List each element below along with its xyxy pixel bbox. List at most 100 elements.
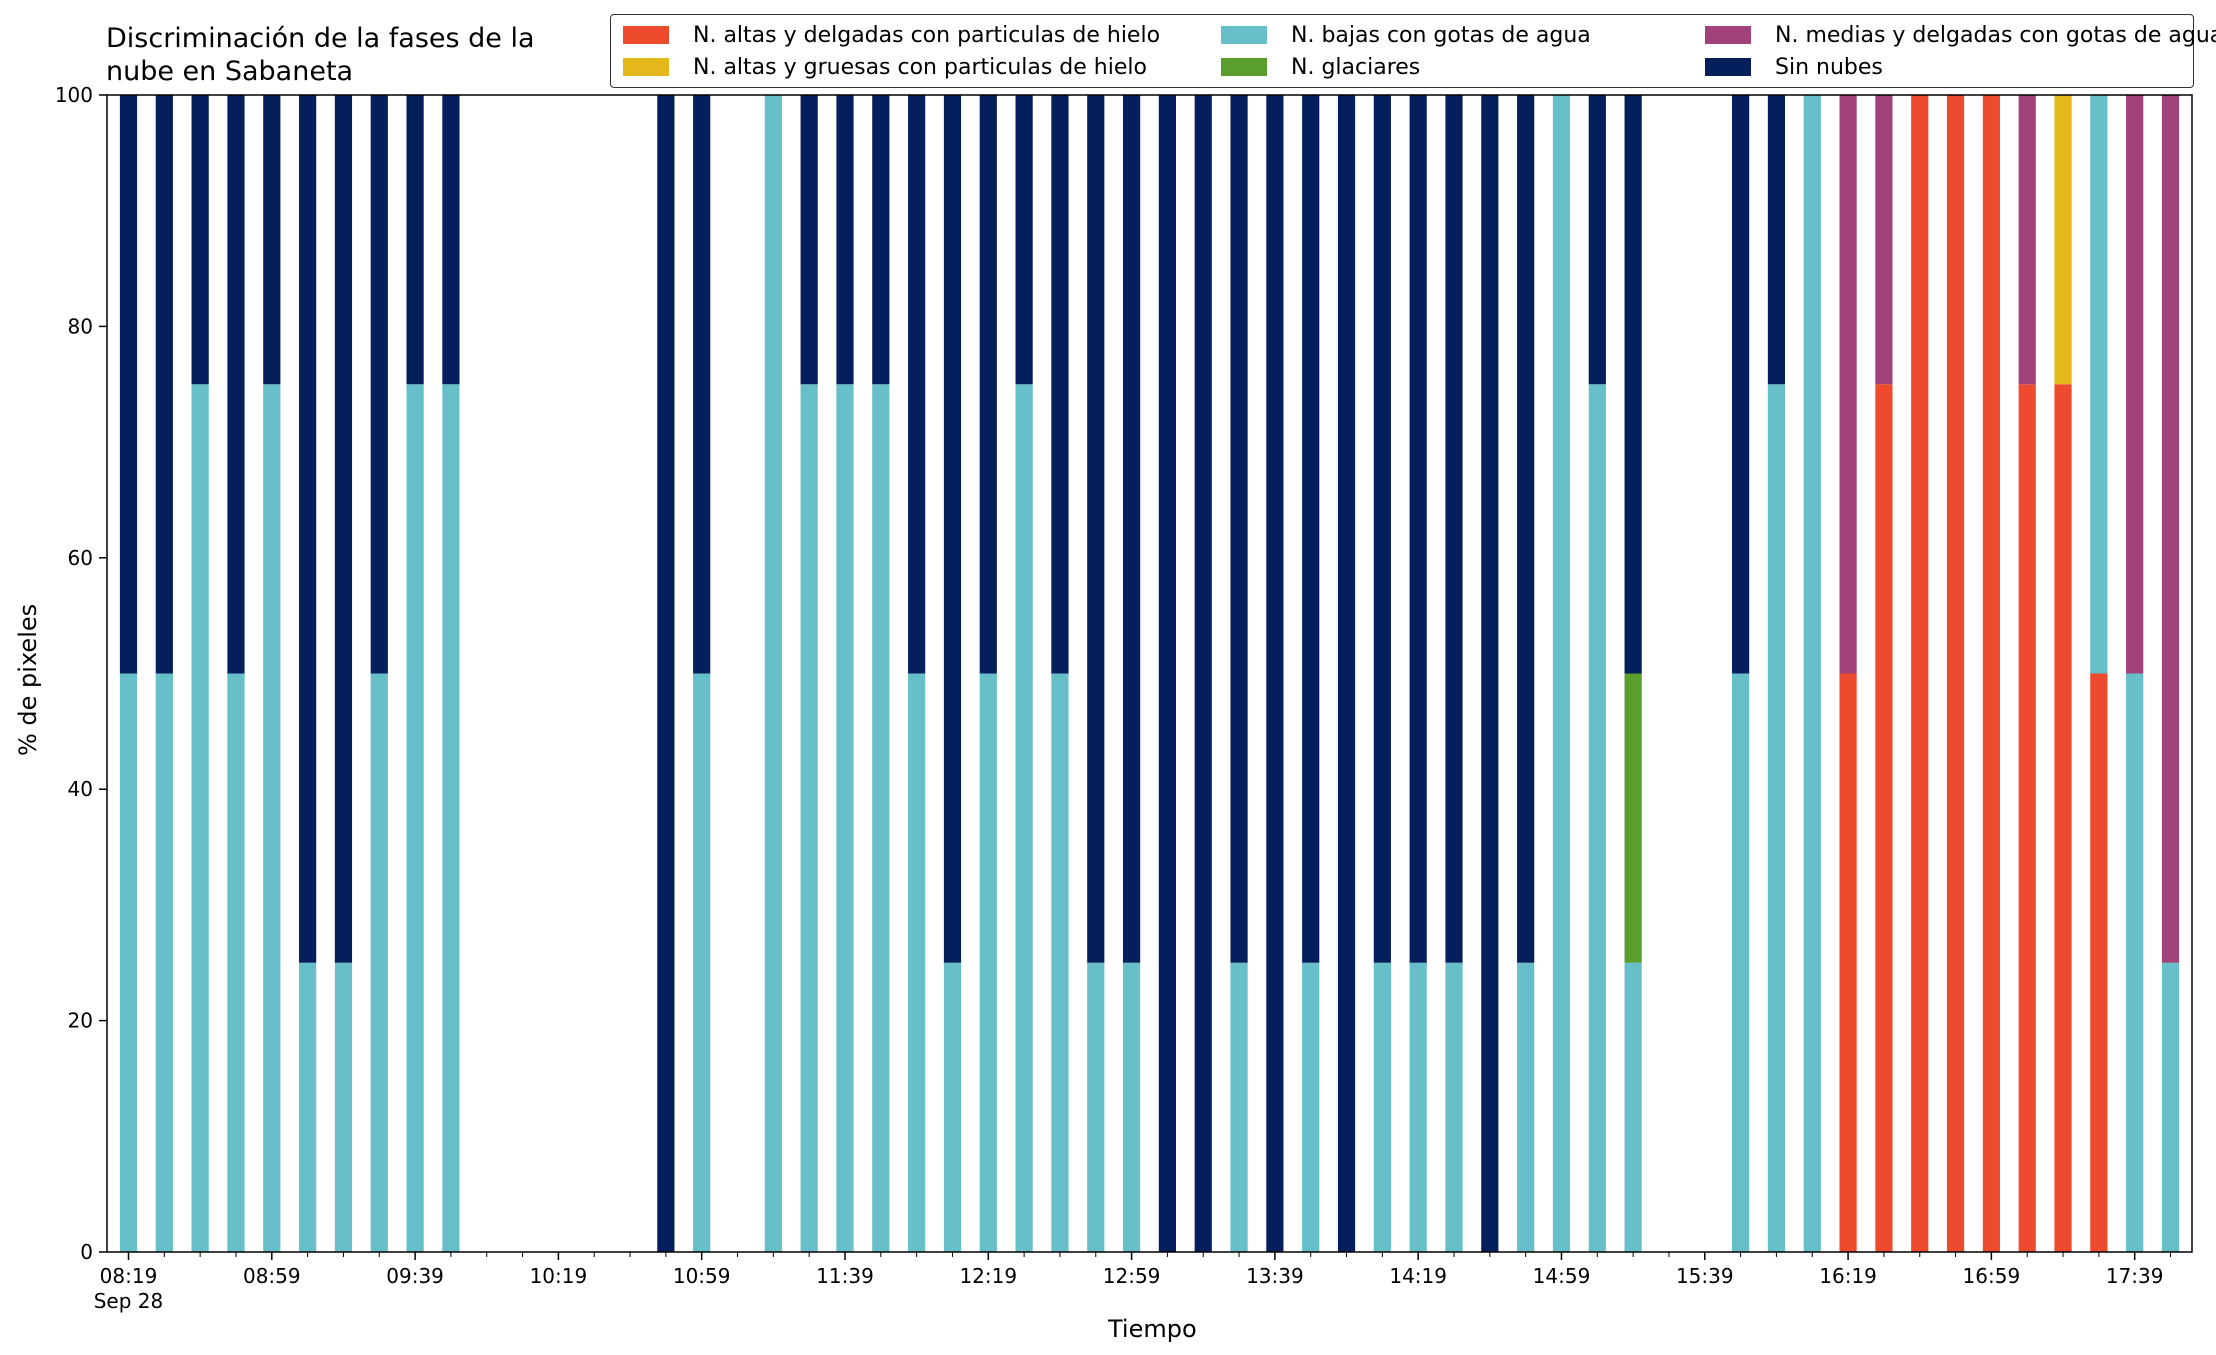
bar-segment bbox=[1767, 384, 1786, 1252]
bar-segment bbox=[800, 95, 818, 385]
bar-segment bbox=[2090, 673, 2108, 1252]
bar-segment bbox=[2054, 384, 2072, 1252]
y-axis: 0 20 40 60 80 100 bbox=[55, 83, 107, 1264]
x-tick-label: 10:59 bbox=[673, 1264, 731, 1288]
bar-segment bbox=[979, 95, 997, 674]
bar-segment bbox=[872, 95, 890, 385]
bar-segment bbox=[370, 95, 388, 674]
bar-segment bbox=[334, 962, 353, 1252]
x-tick-label: 13:39 bbox=[1246, 1264, 1304, 1288]
x-tick-label: 12:59 bbox=[1103, 1264, 1161, 1288]
bar-segment bbox=[1946, 95, 1965, 1252]
legend: N. altas y delgadas con particulas de hi… bbox=[610, 14, 2216, 88]
legend-swatch bbox=[623, 26, 669, 44]
bar-segment bbox=[227, 95, 245, 674]
x-tick-label: 16:59 bbox=[1963, 1264, 2021, 1288]
bar-segment bbox=[191, 95, 209, 385]
bar-segment bbox=[1517, 962, 1535, 1252]
legend-item-glaciares: N. glaciares bbox=[1221, 53, 1420, 81]
bar-segment bbox=[1875, 384, 1893, 1252]
chart-title-line-1: Discriminación de la fases de la bbox=[106, 23, 535, 54]
bar-segment bbox=[908, 673, 926, 1252]
bar-segment bbox=[1517, 95, 1535, 963]
x-tick-label: 16:19 bbox=[1819, 1264, 1877, 1288]
bar-segment bbox=[1015, 95, 1033, 385]
x-tick-date-label: Sep 28 bbox=[94, 1289, 164, 1313]
x-tick-label: 15:39 bbox=[1676, 1264, 1734, 1288]
bar-segment bbox=[2161, 95, 2180, 963]
bar-segment bbox=[1767, 95, 1786, 385]
bar-segment bbox=[1481, 95, 1499, 1252]
y-tick-label: 0 bbox=[80, 1240, 93, 1264]
bar-segment bbox=[1875, 95, 1893, 385]
legend-label: N. medias y delgadas con gotas de agua bbox=[1775, 22, 2216, 48]
bar-segment bbox=[1230, 962, 1248, 1252]
bar-segment bbox=[1409, 962, 1427, 1252]
x-tick-label: 08:59 bbox=[243, 1264, 301, 1288]
legend-label: N. bajas con gotas de agua bbox=[1291, 22, 1591, 48]
bar-segment bbox=[2054, 95, 2072, 385]
bar-segment bbox=[1624, 673, 1642, 963]
bar-segment bbox=[299, 962, 317, 1252]
bar-segment bbox=[334, 95, 353, 963]
bar-segment bbox=[693, 95, 711, 674]
bar-segment bbox=[1445, 962, 1463, 1252]
bar-segment bbox=[442, 384, 460, 1252]
bar-segment bbox=[1230, 95, 1248, 963]
bar-segment bbox=[1051, 673, 1069, 1252]
bar-segment bbox=[2126, 95, 2144, 674]
legend-label: N. altas y gruesas con particulas de hie… bbox=[693, 54, 1147, 80]
bar-segment bbox=[1337, 95, 1356, 1252]
legend-item-bajas-agua: N. bajas con gotas de agua bbox=[1221, 21, 1591, 49]
x-tick-label: 14:19 bbox=[1389, 1264, 1447, 1288]
bar-segment bbox=[908, 95, 926, 674]
chart-title: Discriminación de la fases de la nube en… bbox=[106, 22, 535, 88]
legend-label: N. glaciares bbox=[1291, 54, 1421, 80]
bar-segment bbox=[764, 95, 782, 1252]
x-tick-label: 08:19 bbox=[100, 1264, 158, 1288]
y-axis-label: % de pixeles bbox=[14, 603, 42, 756]
bar-segment bbox=[872, 384, 890, 1252]
bar-segment bbox=[1588, 95, 1606, 385]
bar-segment bbox=[1015, 384, 1033, 1252]
legend-swatch bbox=[1221, 58, 1267, 76]
x-axis: 08:19 08:59 09:39 10:19 10:59 11:39 12:19 12:59… bbox=[94, 1252, 2172, 1313]
legend-swatch bbox=[1705, 26, 1751, 44]
bar-segment bbox=[2018, 384, 2036, 1252]
bar-segment bbox=[657, 95, 675, 1252]
bar-segment bbox=[1624, 95, 1642, 674]
bar-segment bbox=[227, 673, 245, 1252]
bar-segment bbox=[1624, 962, 1642, 1252]
legend-swatch bbox=[1705, 58, 1751, 76]
bar-segment bbox=[1982, 95, 2000, 1252]
bar-segment bbox=[1732, 95, 1750, 674]
bar-segment bbox=[263, 95, 281, 385]
legend-item-altas-gruesas: N. altas y gruesas con particulas de hie… bbox=[623, 53, 1147, 81]
bar-segment bbox=[2161, 962, 2180, 1252]
bar-segment bbox=[1158, 95, 1177, 1252]
legend-item-altas-delgadas: N. altas y delgadas con particulas de hi… bbox=[623, 21, 1160, 49]
x-tick-label: 11:39 bbox=[816, 1264, 874, 1288]
legend-label: Sin nubes bbox=[1775, 54, 1883, 80]
bar-segment bbox=[1839, 673, 1857, 1252]
bar-segment bbox=[191, 384, 209, 1252]
plot-frame bbox=[106, 94, 2193, 1253]
bar-segment bbox=[119, 95, 138, 674]
x-tick-label: 10:19 bbox=[530, 1264, 588, 1288]
y-tick-label: 60 bbox=[68, 546, 93, 570]
bar-segment bbox=[1839, 95, 1857, 674]
bar-segment bbox=[1803, 95, 1821, 1252]
bar-segment bbox=[1445, 95, 1463, 963]
bar-segment bbox=[693, 673, 711, 1252]
x-tick-label: 09:39 bbox=[386, 1264, 444, 1288]
y-tick-label: 80 bbox=[68, 314, 93, 338]
legend-label: N. altas y delgadas con particulas de hi… bbox=[693, 22, 1161, 48]
chart-title-line-2: nube en Sabaneta bbox=[106, 56, 354, 87]
bar-segment bbox=[2126, 673, 2144, 1252]
bar-segment bbox=[119, 673, 138, 1252]
bar-segment bbox=[1087, 962, 1105, 1252]
x-axis-label: Tiempo bbox=[1108, 1315, 1197, 1343]
x-tick-label: 14:59 bbox=[1533, 1264, 1591, 1288]
bar-segment bbox=[155, 673, 173, 1252]
